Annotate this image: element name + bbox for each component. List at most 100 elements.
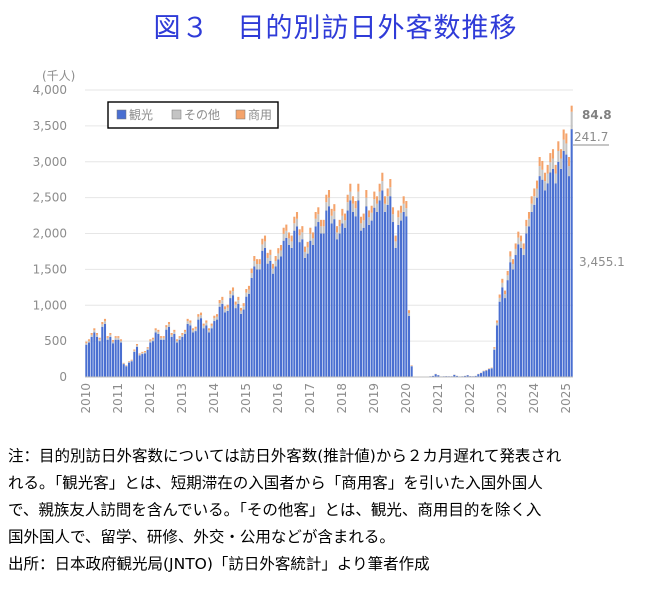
bar-other — [559, 158, 563, 169]
bar-tourism — [226, 310, 229, 377]
bar-tourism — [181, 336, 184, 377]
bar-business — [527, 212, 531, 219]
bar-other — [362, 220, 365, 228]
bar-other — [535, 188, 539, 198]
bar-business — [253, 256, 256, 261]
bar-business — [245, 289, 248, 293]
bar-other — [191, 330, 195, 333]
bar-tourism — [557, 161, 560, 377]
bar-tourism — [183, 333, 187, 377]
bar-business — [159, 336, 163, 338]
bar-tourism — [125, 366, 128, 377]
bar-business — [242, 303, 245, 307]
bar-tourism — [335, 239, 339, 377]
bar-tourism — [95, 336, 99, 377]
bar-business — [157, 329, 160, 332]
bar-other — [154, 330, 157, 333]
bar-business — [213, 315, 216, 319]
bar-business — [402, 196, 405, 204]
bar-tourism — [122, 364, 125, 377]
bar-other — [509, 256, 512, 263]
bar-tourism — [405, 216, 408, 377]
bar-tourism — [463, 375, 467, 377]
bar-tourism — [295, 226, 299, 377]
bar-tourism — [301, 239, 304, 377]
source-line: 出所：日本政府観光局(JNTO)「訪日外客統計」より筆者作成 — [8, 555, 430, 573]
bar-business — [295, 212, 299, 219]
bar-other — [287, 238, 291, 245]
bar-business — [389, 179, 392, 188]
bar-other — [493, 348, 496, 350]
bar-tourism — [466, 375, 469, 377]
bar-other — [146, 348, 149, 350]
y-tick-label: 3,500 — [33, 119, 67, 133]
bar-business — [133, 349, 136, 351]
bar-business — [501, 278, 504, 283]
bar-tourism — [250, 277, 253, 377]
bar-other — [522, 248, 525, 256]
y-tick-label: 0 — [59, 370, 67, 384]
bar-business — [370, 205, 373, 213]
bar-tourism — [191, 332, 195, 377]
bar-tourism — [317, 222, 320, 377]
bar-business — [117, 336, 120, 338]
bar-business — [162, 336, 165, 338]
bar-business — [146, 347, 149, 349]
bar-tourism — [202, 328, 205, 377]
bar-tourism — [199, 318, 203, 377]
bar-business — [87, 339, 91, 341]
bar-other — [173, 331, 176, 334]
bar-business — [231, 287, 235, 292]
bar-other — [381, 181, 384, 191]
bar-other — [402, 203, 405, 212]
bar-business — [154, 328, 157, 331]
bar-business — [167, 322, 171, 325]
bar-other — [359, 223, 363, 231]
bar-business — [175, 339, 179, 341]
bar-tourism — [570, 129, 573, 377]
bar-business — [503, 290, 507, 295]
note-line-1: 注：目的別訪日外客数については訪日外客数(推計値)から２カ月遅れて発表され — [8, 447, 562, 465]
bar-business — [229, 290, 232, 295]
bar-other — [570, 111, 573, 130]
bar-other — [231, 291, 235, 296]
bar-tourism — [194, 331, 197, 377]
bar-tourism — [215, 319, 219, 377]
bar-other — [87, 340, 91, 343]
bar-other — [282, 233, 285, 241]
bar-other — [378, 191, 381, 201]
bar-business — [287, 232, 291, 239]
bar-tourism — [319, 233, 323, 377]
bar-tourism — [482, 371, 485, 377]
bar-other — [391, 214, 395, 223]
bar-tourism — [365, 206, 368, 377]
x-tick-label: 2024 — [527, 383, 541, 414]
bar-other — [229, 294, 232, 299]
bar-business — [335, 226, 339, 233]
bar-business — [255, 259, 259, 264]
bar-business — [543, 172, 547, 182]
bar-other — [205, 322, 208, 326]
bar-business — [202, 323, 205, 326]
bar-tourism — [178, 339, 181, 377]
bar-business — [533, 188, 536, 197]
bar-tourism — [311, 244, 315, 377]
legend-swatch — [116, 109, 127, 120]
bar-other — [114, 337, 117, 340]
bar-other — [341, 215, 344, 224]
bar-other — [503, 294, 507, 299]
y-tick-label: 2,500 — [33, 191, 67, 205]
bar-tourism — [373, 207, 376, 377]
bar-tourism — [197, 319, 200, 377]
bar-other — [98, 339, 101, 342]
bar-tourism — [223, 312, 227, 377]
bar-other — [322, 226, 325, 234]
bar-tourism — [189, 325, 192, 377]
bar-tourism — [362, 227, 365, 377]
legend-box — [107, 101, 279, 129]
legend-entry: 観光 — [129, 108, 153, 122]
bar-tourism — [277, 259, 280, 377]
bar-tourism — [455, 375, 459, 377]
annotations: 84.8 241.7 3,455.1 — [573, 108, 625, 269]
bar-business — [394, 235, 397, 242]
